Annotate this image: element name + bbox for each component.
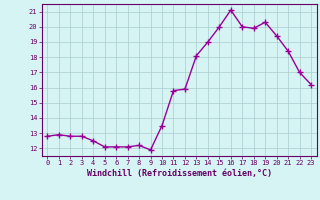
X-axis label: Windchill (Refroidissement éolien,°C): Windchill (Refroidissement éolien,°C) [87, 169, 272, 178]
